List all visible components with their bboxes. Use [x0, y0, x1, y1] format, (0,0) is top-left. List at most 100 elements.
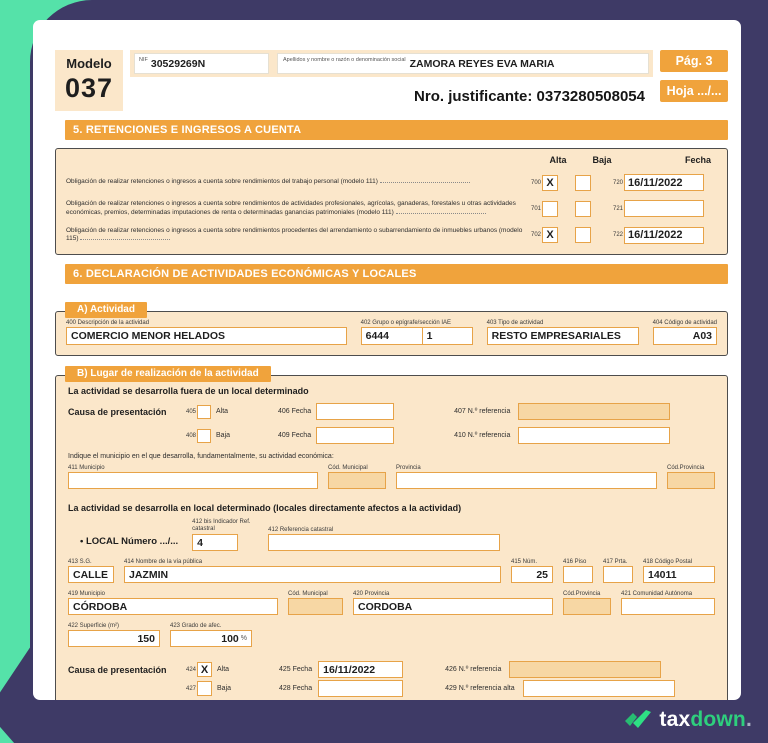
field-418-input[interactable]: 14011 — [643, 566, 715, 584]
field-415-input[interactable]: 25 — [511, 566, 553, 584]
field-422-input[interactable]: 150 — [68, 630, 160, 648]
field-416-input[interactable] — [563, 566, 593, 584]
name-field[interactable]: Apellidos y nombre o razón o denominació… — [277, 53, 649, 74]
field-412-input[interactable] — [268, 534, 501, 552]
checkbox-700-alta[interactable]: X — [542, 174, 559, 191]
field-420-label: 420 Provincia — [353, 591, 390, 598]
checkbox-baja[interactable] — [575, 227, 591, 244]
fecha-720-input[interactable]: 16/11/2022 — [624, 174, 705, 191]
field-400-label: 400 Descripción de la actividad — [66, 320, 150, 327]
col-alta: Alta — [549, 155, 567, 165]
causa-alta-row: Causa de presentación 405 Alta 406 Fecha… — [68, 403, 715, 421]
purple-wedge-shape — [0, 647, 30, 743]
field-419-input[interactable]: CÓRDOBA — [68, 598, 278, 616]
cod-provincia-label: Cód.Provincia — [667, 465, 705, 472]
checkbox-baja[interactable] — [575, 174, 591, 191]
field-422: 422 Superficie (m²) 150 — [68, 623, 160, 648]
checkbox-baja[interactable] — [575, 200, 591, 217]
field-code: 427 — [186, 685, 197, 692]
nif-label: NIF — [139, 57, 148, 63]
causa-label: Causa de presentación — [68, 406, 167, 417]
field-423: 423 Grado de afec. 100% — [170, 623, 252, 648]
lugar-panel: La actividad se desarrolla fuera de un l… — [55, 375, 728, 700]
field-413-input[interactable]: CALLE — [68, 566, 114, 584]
name-value: ZAMORA REYES EVA MARIA — [409, 57, 555, 70]
nif-bar: NIF 30529269N Apellidos y nombre o razón… — [130, 50, 653, 77]
name-label: Apellidos y nombre o razón o denominació… — [283, 57, 406, 63]
ref-407-input[interactable] — [518, 403, 671, 421]
field-414-input[interactable]: JAZMIN — [124, 566, 501, 584]
field-cod-municipal-2: Cód. Municipal — [288, 591, 343, 616]
field-404: 404 Código de actividad A03 — [652, 320, 717, 346]
field-421: 421 Comunidad Autónoma — [621, 591, 715, 616]
provincia-label: Provincia — [396, 465, 421, 472]
field-417: 417 Prta. — [603, 559, 633, 584]
municipio-row: 411 Municipio Cód. Municipal Provincia C… — [68, 465, 715, 490]
cod-municipal-2-input[interactable] — [288, 598, 343, 616]
taxdown-wordmark: taxdown. — [659, 708, 752, 732]
causa-baja-row: 408 Baja 409 Fecha 410 N.º referencia — [68, 427, 715, 445]
baja-label: Baja — [216, 432, 231, 440]
field-412bis-input[interactable]: 4 — [192, 534, 239, 552]
fecha-409-input[interactable] — [316, 427, 395, 445]
field-413-label: 413 S.G. — [68, 559, 92, 566]
dotted-leader — [379, 178, 470, 184]
checkbox-701-alta[interactable] — [542, 200, 559, 217]
field-411-input[interactable] — [68, 472, 318, 490]
cod-municipal-input[interactable] — [328, 472, 386, 490]
obligation-row: Obligación de realizar retenciones o ing… — [66, 200, 717, 218]
obligation-row: Obligación de realizar retenciones o ing… — [66, 227, 717, 245]
checkbox-424-alta[interactable]: X — [197, 662, 213, 678]
fecha-721-input[interactable] — [624, 200, 705, 218]
form-document: Modelo 037 NIF 30529269N Apellidos y nom… — [33, 20, 741, 700]
checkbox-405-alta[interactable] — [197, 404, 212, 419]
section5-column-headers: Alta Baja Fecha — [66, 155, 717, 165]
alta-label: Alta — [216, 408, 229, 416]
alta-424-label: Alta — [217, 666, 230, 674]
field-423-input[interactable]: 100% — [170, 630, 252, 648]
field-402-input-1[interactable]: 6444 — [360, 327, 423, 346]
cod-provincia-2-input[interactable] — [563, 598, 611, 616]
field-cod-provincia-2: Cód.Provincia — [563, 591, 611, 616]
brand-tax: tax — [659, 708, 691, 731]
section5-panel: Alta Baja Fecha Obligación de realizar r… — [55, 148, 728, 256]
field-404-label: 404 Código de actividad — [652, 320, 717, 327]
checkbox-427-baja[interactable] — [197, 681, 213, 697]
baja-427-label: Baja — [217, 685, 232, 693]
field-400-input[interactable]: COMERCIO MENOR HELADOS — [66, 327, 347, 346]
hoja-badge: Hoja .../... — [660, 80, 728, 102]
fecha-722-input[interactable]: 16/11/2022 — [624, 226, 705, 244]
provincia-input[interactable] — [396, 472, 657, 490]
fecha-406-input[interactable] — [316, 403, 395, 421]
field-403-input[interactable]: RESTO EMPRESARIALES — [486, 327, 639, 346]
field-402-input-2[interactable]: 1 — [422, 327, 473, 346]
fecha-428-input[interactable] — [318, 680, 404, 698]
checkbox-408-baja[interactable] — [197, 428, 212, 443]
cod-municipal-label: Cód. Municipal — [328, 465, 368, 472]
field-417-input[interactable] — [603, 566, 633, 584]
obligation-row: Obligación de realizar retenciones o ing… — [66, 174, 717, 191]
ref-426-input[interactable] — [509, 661, 662, 679]
fecha-425-label: 425 Fecha — [279, 666, 313, 674]
modelo-number: 037 — [64, 73, 114, 103]
checkbox-702-alta[interactable]: X — [542, 227, 559, 244]
modelo-label: Modelo — [66, 56, 112, 71]
cod-provincia-input[interactable] — [667, 472, 715, 490]
nif-field[interactable]: NIF 30529269N — [134, 53, 269, 74]
col-fecha: Fecha — [684, 155, 711, 165]
field-420-input[interactable]: CORDOBA — [353, 598, 553, 616]
percent-suffix: % — [240, 635, 247, 643]
field-419: 419 Municipio CÓRDOBA — [68, 591, 278, 616]
ref-410-input[interactable] — [518, 427, 671, 445]
field-code: 702 — [531, 232, 542, 239]
field-411: 411 Municipio — [68, 465, 318, 490]
fecha-425-input[interactable]: 16/11/2022 — [318, 661, 404, 679]
field-417-label: 417 Prta. — [603, 559, 628, 566]
cod-municipal-2-label: Cód. Municipal — [288, 591, 328, 598]
field-404-input[interactable]: A03 — [652, 327, 717, 346]
field-421-input[interactable] — [621, 598, 715, 616]
field-code: 722 — [613, 232, 624, 239]
field-code: 408 — [186, 432, 197, 439]
field-403-label: 403 Tipo de actividad — [486, 320, 544, 327]
ref-429-input[interactable] — [522, 680, 675, 698]
